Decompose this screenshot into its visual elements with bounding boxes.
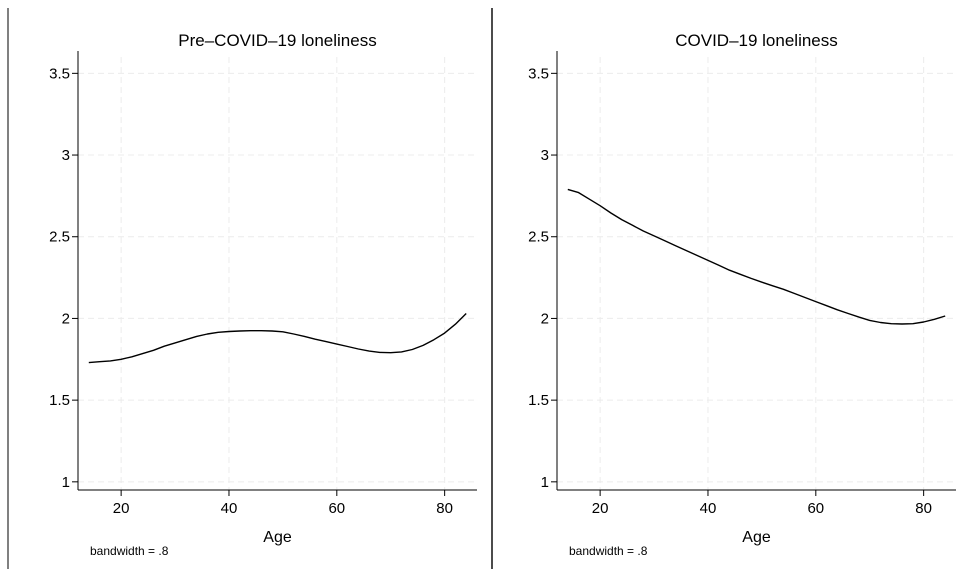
bandwidth-note: bandwidth = .8	[90, 544, 169, 558]
y-tick-label: 3	[541, 147, 549, 164]
bandwidth-note: bandwidth = .8	[569, 544, 648, 558]
x-axis-label: Age	[742, 529, 771, 546]
x-axis-label: Age	[263, 529, 292, 546]
y-tick-label: 1.5	[49, 392, 70, 409]
chart-panel-1: 1 1.5 2 2.5 3 3.5 20 40 60 80 Pre–COVID–19 lonelin…	[49, 31, 477, 558]
x-tick-label: 80	[436, 500, 453, 517]
y-tick-label: 3	[62, 147, 70, 164]
x-tick-label: 80	[915, 500, 932, 517]
y-tick-label: 2.5	[528, 229, 549, 246]
series-line	[567, 188, 946, 325]
x-tick-label: 40	[221, 500, 238, 517]
chart-panel-2: 1 1.5 2 2.5 3 3.5 20 40 60 80 COVID–19 loneliness A…	[528, 31, 956, 558]
x-tick-label: 40	[700, 500, 717, 517]
y-tick-label: 3.5	[528, 65, 549, 82]
x-tick-label: 60	[807, 500, 824, 517]
y-tick-label: 1	[541, 474, 549, 491]
chart-title: Pre–COVID–19 loneliness	[178, 31, 376, 50]
y-tick-label: 3.5	[49, 65, 70, 82]
x-tick-label: 60	[328, 500, 345, 517]
chart-title: COVID–19 loneliness	[675, 31, 838, 50]
series-line	[88, 313, 467, 364]
y-tick-label: 2.5	[49, 229, 70, 246]
y-tick-label: 1	[62, 474, 70, 491]
y-tick-label: 1.5	[528, 392, 549, 409]
x-tick-label: 20	[113, 500, 130, 517]
y-tick-label: 2	[541, 310, 549, 327]
x-tick-label: 20	[592, 500, 609, 517]
y-tick-label: 2	[62, 310, 70, 327]
